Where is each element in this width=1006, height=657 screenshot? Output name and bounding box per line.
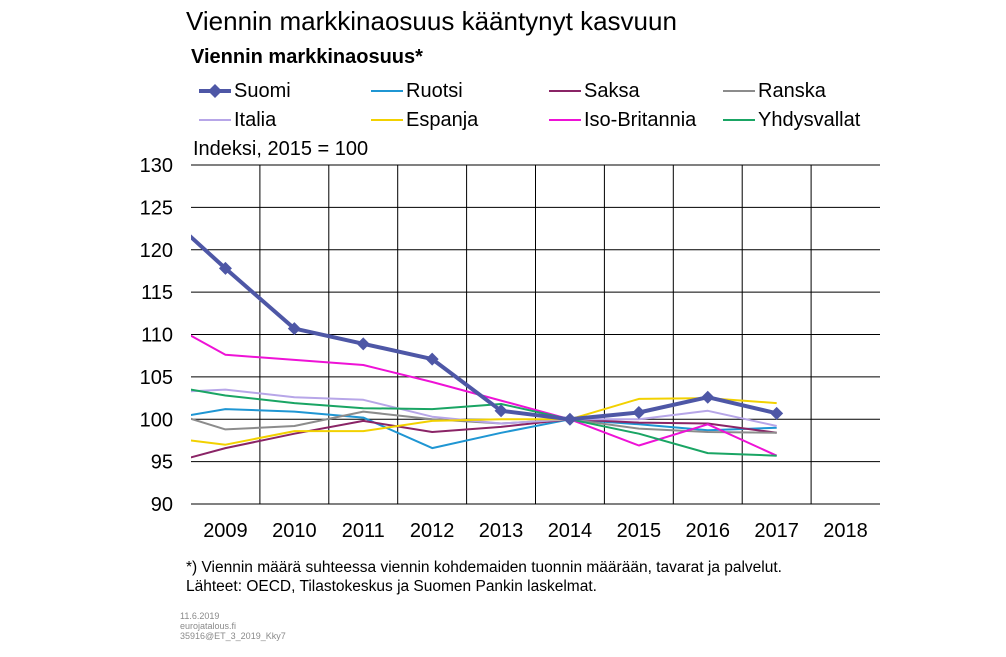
legend-label: Espanja <box>406 108 479 131</box>
footnote: *) Viennin määrä suhteessa viennin kohde… <box>186 558 782 596</box>
x-tick-label: 2012 <box>410 520 455 542</box>
legend-label: Ruotsi <box>406 79 463 102</box>
publication-site: eurojatalous.fi <box>180 621 237 631</box>
y-tick-label: 110 <box>141 325 173 347</box>
legend-label: Italia <box>234 108 277 131</box>
gridlines <box>191 164 880 505</box>
series-line-ruotsi <box>191 408 777 450</box>
legend-swatch-suomi <box>199 84 231 98</box>
x-tick-label: 2018 <box>823 520 868 542</box>
legend-swatch-saksa <box>549 90 581 92</box>
legend-label: Ranska <box>758 79 826 102</box>
legend-item-yhdysvallat: Yhdysvallat <box>722 107 860 133</box>
legend-label: Saksa <box>584 79 640 102</box>
legend-item-ruotsi: Ruotsi <box>370 78 463 104</box>
legend-swatch-yhdysvallat <box>723 119 755 121</box>
publication-date: 11.6.2019 <box>180 611 220 621</box>
x-tick-label: 2011 <box>342 520 385 542</box>
chart-subtitle: Viennin markkinaosuus* <box>191 46 423 68</box>
legend-label: Yhdysvallat <box>758 108 861 131</box>
data-point-suomi <box>563 412 577 426</box>
legend-swatch-ruotsi <box>371 90 403 92</box>
series-line-espanja <box>191 397 777 446</box>
y-tick-label: 90 <box>151 494 173 516</box>
x-tick-label: 2014 <box>548 520 593 542</box>
legend-item-espanja: Espanja <box>370 107 478 133</box>
legend-label: Iso-Britannia <box>584 108 697 131</box>
data-point-suomi <box>287 322 301 336</box>
x-tick-label: 2009 <box>203 520 248 542</box>
publication-code: 35916@ET_3_2019_Kky7 <box>180 631 286 641</box>
legend-item-ranska: Ranska <box>722 78 826 104</box>
legend-swatch-espanja <box>371 119 403 121</box>
legend-swatch-iso-britannia <box>549 119 581 121</box>
data-point-suomi <box>356 337 370 351</box>
x-tick-label: 2015 <box>617 520 662 542</box>
x-tick-label: 2017 <box>754 520 799 542</box>
y-tick-label: 130 <box>140 155 173 177</box>
series-line-yhdysvallat <box>191 388 777 457</box>
data-point-suomi <box>632 405 646 419</box>
legend: Suomi Ruotsi Saksa Ranska Italia Espanja Iso-B… <box>198 78 918 138</box>
y-tick-label: 115 <box>141 282 173 304</box>
y-tick-label: 95 <box>151 452 173 474</box>
legend-label: Suomi <box>234 79 291 102</box>
y-tick-label: 125 <box>140 197 173 219</box>
y-axis-unit-label: Indeksi, 2015 = 100 <box>193 138 369 160</box>
y-tick-label: 120 <box>140 240 173 262</box>
data-point-suomi <box>701 390 715 404</box>
publication-meta: 11.6.2019 eurojatalous.fi 35916@ET_3_201… <box>180 611 286 641</box>
legend-item-italia: Italia <box>198 107 276 133</box>
data-point-suomi <box>425 352 439 366</box>
x-tick-label: 2016 <box>686 520 731 542</box>
y-tick-label: 100 <box>140 409 173 431</box>
chart-title: Viennin markkinaosuus kääntynyt kasvuun <box>186 6 677 36</box>
series-line-ranska <box>191 410 777 434</box>
legend-swatch-ranska <box>723 90 755 92</box>
legend-item-iso-britannia: Iso-Britannia <box>548 107 696 133</box>
x-tick-label: 2010 <box>272 520 317 542</box>
footnote-sources: Lähteet: OECD, Tilastokeskus ja Suomen P… <box>186 578 597 595</box>
data-point-suomi <box>770 406 784 420</box>
data-point-suomi <box>218 261 232 275</box>
legend-swatch-italia <box>199 119 231 121</box>
legend-item-saksa: Saksa <box>548 78 640 104</box>
data-point-suomi <box>494 404 508 418</box>
legend-item-suomi: Suomi <box>198 78 291 104</box>
series-line-saksa <box>191 418 777 459</box>
y-tick-label: 105 <box>140 367 173 389</box>
footnote-note: *) Viennin määrä suhteessa viennin kohde… <box>186 559 782 576</box>
x-tick-label: 2013 <box>479 520 524 542</box>
series-line-iso-britannia <box>191 334 778 457</box>
